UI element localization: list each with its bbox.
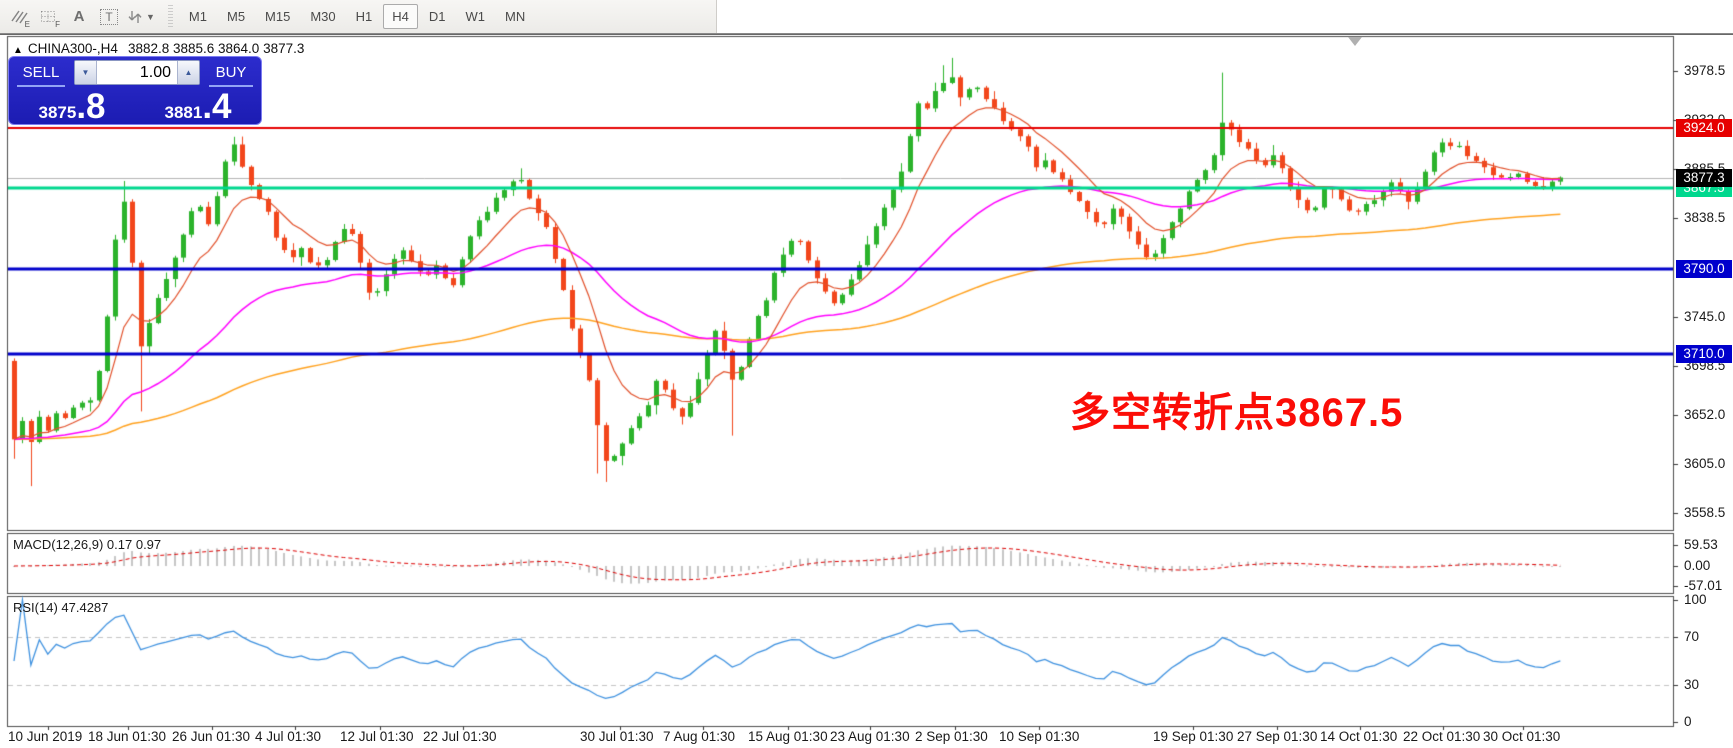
- price-axis-tick: 3652.0: [1684, 407, 1726, 422]
- price-axis-tick: 3558.5: [1684, 505, 1726, 520]
- rsi-axis-tick: 70: [1684, 629, 1700, 644]
- text-label-icon[interactable]: A: [73, 8, 85, 25]
- timeframe-button-m15[interactable]: M15: [265, 9, 291, 24]
- time-axis-tick: 30 Oct 01:30: [1483, 729, 1561, 744]
- chart-shift-marker-icon[interactable]: [1348, 37, 1362, 46]
- time-axis-tick: 10 Sep 01:30: [999, 729, 1080, 744]
- time-axis-tick: 10 Jun 2019: [8, 729, 83, 744]
- time-axis-tick: 2 Sep 01:30: [915, 729, 988, 744]
- price-level-badge: 3924.0: [1676, 119, 1732, 137]
- window-border: [0, 33, 1733, 35]
- timeframe-button-m5[interactable]: M5: [226, 9, 246, 24]
- macd-axis-tick: 0.00: [1684, 558, 1711, 573]
- time-axis-tick: 7 Aug 01:30: [663, 729, 736, 744]
- volume-input[interactable]: 1.00: [97, 61, 177, 84]
- time-axis-tick: 4 Jul 01:30: [255, 729, 322, 744]
- timeframe-group: M1 M5 M15 M30 H1 H4 D1 W1 MN: [179, 4, 535, 29]
- volume-stepper: ▼ 1.00 ▲: [74, 60, 200, 85]
- price-level-badge: 3710.0: [1676, 345, 1732, 363]
- timeframe-button-m30[interactable]: M30: [310, 9, 336, 24]
- time-axis-tick: 27 Sep 01:30: [1237, 729, 1318, 744]
- timeframe-button-d1[interactable]: D1: [428, 9, 446, 24]
- buy-price-main: 3881: [164, 103, 203, 122]
- timeframe-button-h1[interactable]: H1: [355, 9, 373, 24]
- time-axis-tick: 30 Jul 01:30: [580, 729, 654, 744]
- timeframe-button-m1[interactable]: M1: [188, 9, 207, 24]
- macd-axis-tick: -57.01: [1684, 578, 1723, 593]
- current-price-badge: 3877.3: [1676, 169, 1732, 187]
- rsi-axis-tick: 30: [1684, 677, 1700, 692]
- time-axis-tick: 18 Jun 01:30: [88, 729, 167, 744]
- time-axis-tick: 23 Aug 01:30: [830, 729, 910, 744]
- time-axis-tick: 12 Jul 01:30: [340, 729, 414, 744]
- price-axis-tick: 3745.0: [1684, 309, 1726, 324]
- volume-decrease-button[interactable]: ▼: [75, 61, 97, 84]
- chart-annotation-text: 多空转折点3867.5: [1070, 391, 1404, 435]
- buy-button[interactable]: BUY: [201, 57, 261, 88]
- sell-price-pips: .8: [76, 87, 106, 125]
- indicators-icon[interactable]: E: [6, 4, 32, 30]
- toolbar: E F A T ▼ M1 M5 M15 M30 H1 H4 D1 W1 MN: [0, 0, 717, 33]
- price-axis-tick: 3605.0: [1684, 456, 1726, 471]
- timeframe-button-w1[interactable]: W1: [465, 9, 486, 24]
- grid-icon[interactable]: F: [36, 4, 62, 30]
- sell-button[interactable]: SELL: [9, 57, 73, 88]
- time-axis-tick: 19 Sep 01:30: [1153, 729, 1234, 744]
- price-level-badge: 3790.0: [1676, 260, 1732, 278]
- time-axis-tick: 14 Oct 01:30: [1320, 729, 1398, 744]
- buy-price[interactable]: 3881.4: [135, 88, 261, 124]
- time-axis-tick: 26 Jun 01:30: [172, 729, 251, 744]
- rsi-axis-tick: 0: [1684, 714, 1692, 729]
- timeframe-button-mn[interactable]: MN: [505, 9, 526, 24]
- chart-title: ▲ CHINA300-,H4 3882.8 3885.6 3864.0 3877.3: [13, 41, 304, 56]
- text-box-icon[interactable]: T: [96, 4, 122, 30]
- symbol-timeframe: CHINA300-,H4: [27, 41, 118, 56]
- rsi-label: RSI(14) 47.4287: [13, 600, 109, 615]
- sell-price-main: 3875: [38, 103, 77, 122]
- volume-increase-button[interactable]: ▲: [177, 61, 199, 84]
- price-axis-tick: 3838.5: [1684, 210, 1726, 225]
- time-axis-tick: 22 Oct 01:30: [1403, 729, 1481, 744]
- macd-label: MACD(12,26,9) 0.17 0.97: [13, 537, 162, 552]
- sell-price[interactable]: 3875.8: [9, 88, 135, 124]
- macd-axis-tick: 59.53: [1684, 537, 1718, 552]
- chevron-down-icon: ▼: [146, 11, 155, 22]
- time-axis-tick: 15 Aug 01:30: [748, 729, 828, 744]
- collapse-triangle-icon[interactable]: ▲: [13, 45, 23, 56]
- price-axis-tick: 3978.5: [1684, 63, 1726, 78]
- toolbar-separator: [167, 4, 173, 29]
- arrows-icon[interactable]: ▼: [126, 4, 156, 30]
- one-click-trading-panel: SELL ▼ 1.00 ▲ BUY 3875.8 3881.4: [8, 56, 262, 125]
- timeframe-button-h4[interactable]: H4: [383, 4, 418, 29]
- ohlc-values: 3882.8 3885.6 3864.0 3877.3: [127, 41, 305, 56]
- rsi-axis-tick: 100: [1684, 592, 1707, 607]
- buy-price-pips: .4: [202, 87, 232, 125]
- time-axis-tick: 22 Jul 01:30: [423, 729, 497, 744]
